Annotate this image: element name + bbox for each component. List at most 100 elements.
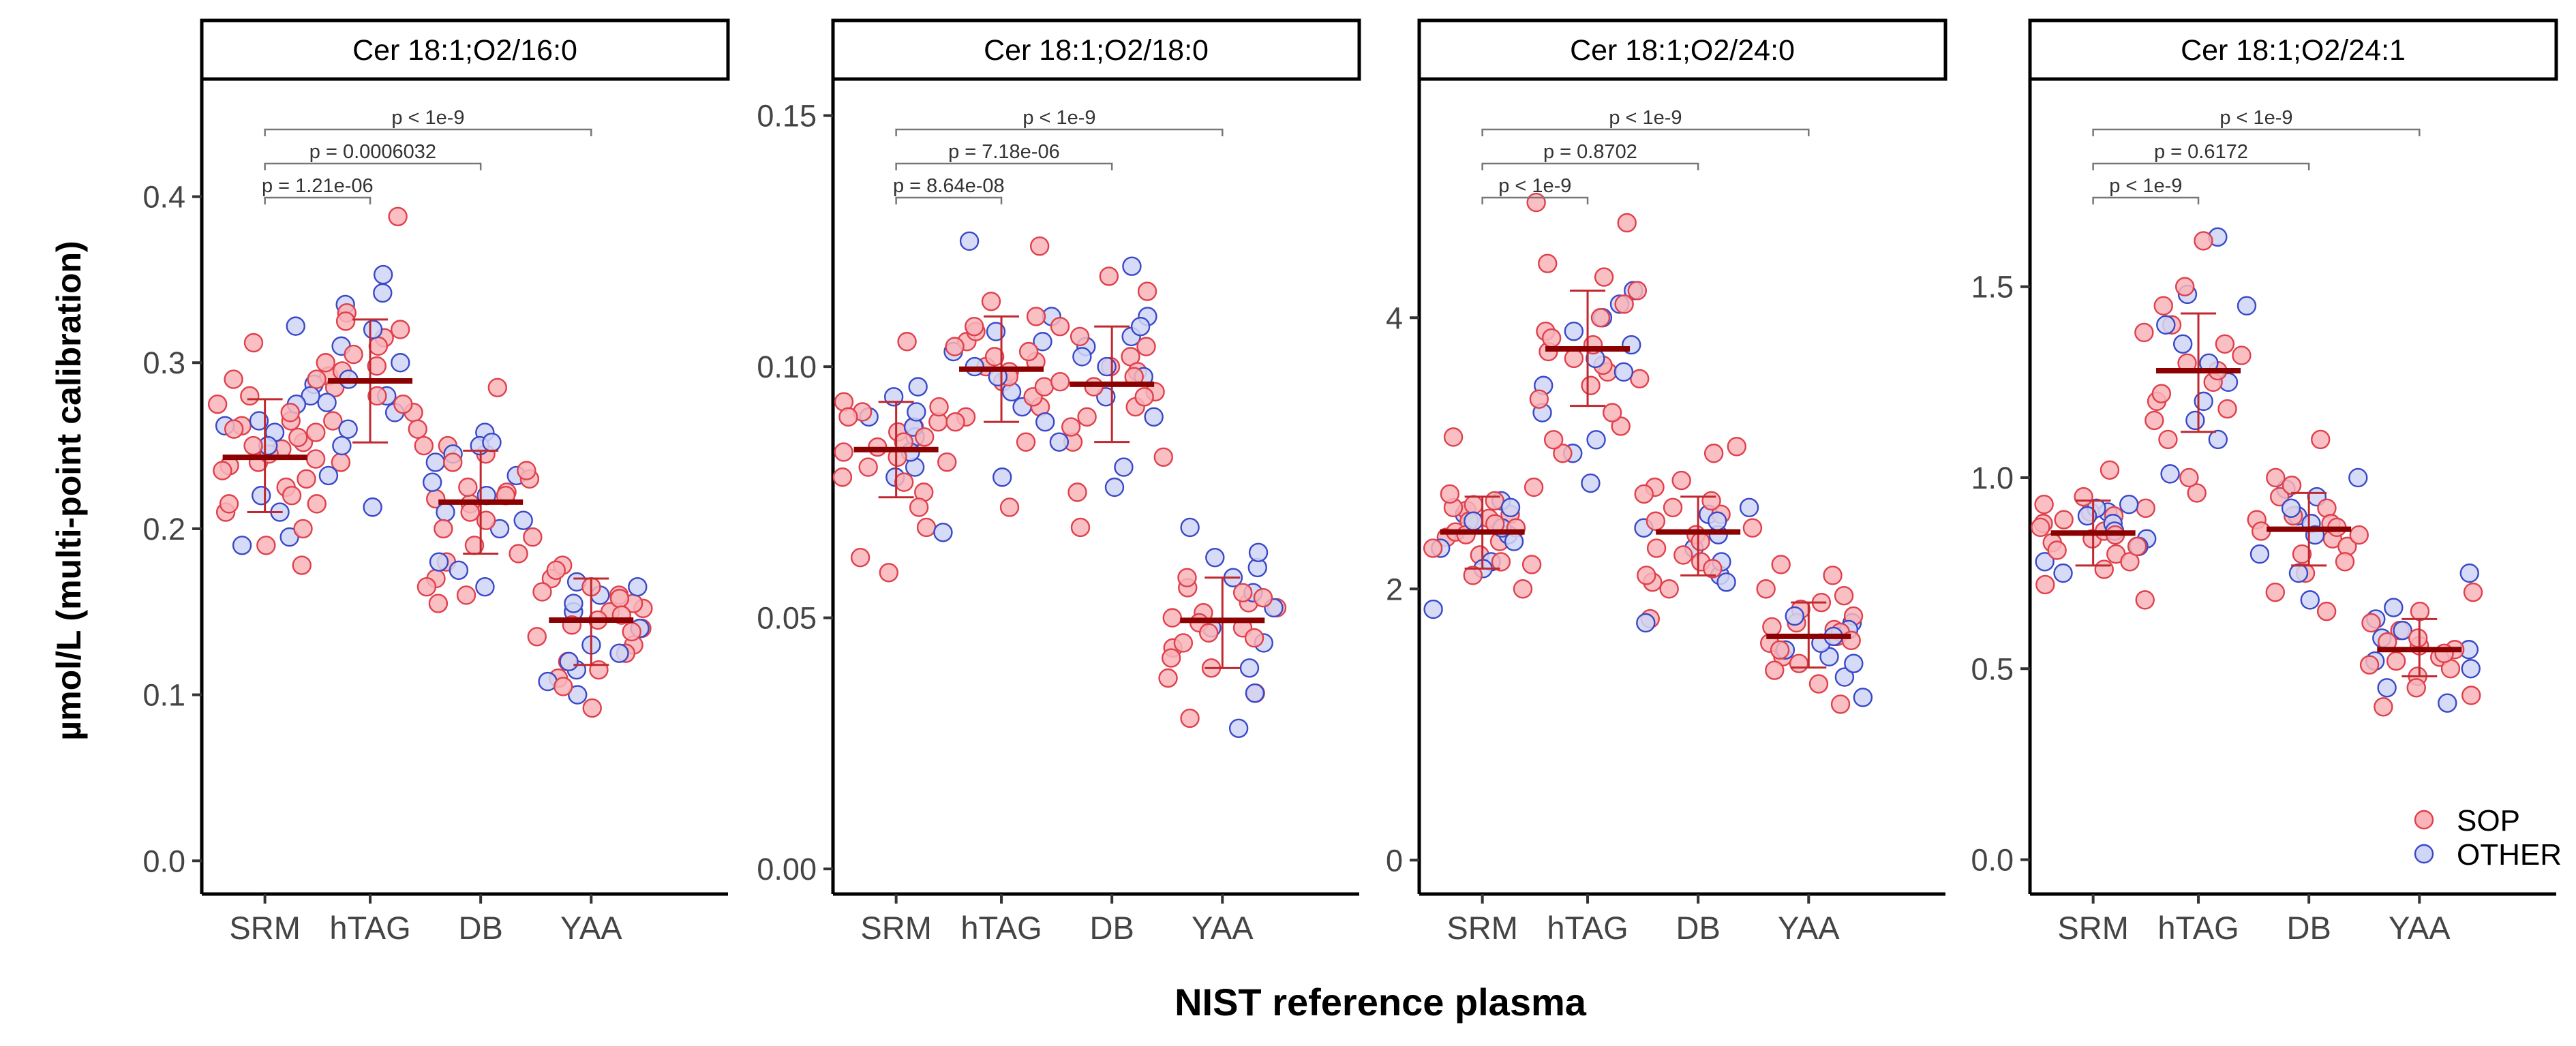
data-point-sop — [2094, 559, 2114, 579]
data-point-sop — [1077, 407, 1097, 427]
data-point-sop — [894, 472, 914, 492]
data-point-sop — [408, 419, 427, 439]
data-point-sop — [2408, 628, 2428, 648]
data-point-sop — [2151, 384, 2172, 403]
data-point-other — [422, 472, 442, 492]
data-point-sop — [2179, 467, 2199, 488]
significance-bracket — [264, 128, 592, 136]
data-point-other — [2348, 467, 2368, 488]
data-point-sop — [414, 435, 434, 456]
data-point-sop — [1671, 470, 1691, 491]
data-point-sop — [2361, 613, 2381, 633]
data-point-sop — [240, 386, 260, 406]
data-point-sop — [609, 589, 630, 609]
data-point-sop — [582, 698, 602, 718]
data-point-sop — [1423, 538, 1443, 558]
data-point-other — [2185, 410, 2205, 431]
x-tick-label: YAA — [560, 910, 622, 946]
data-point-sop — [1701, 491, 1721, 511]
x-tick-label: hTAG — [329, 910, 410, 946]
data-point-other — [2053, 563, 2073, 583]
data-point-other — [232, 536, 252, 555]
data-point-sop — [323, 411, 343, 431]
data-point-other — [2461, 659, 2481, 679]
data-point-sop — [1485, 491, 1504, 511]
panel-strip — [200, 18, 730, 81]
data-point-other — [252, 485, 271, 506]
significance-bracket — [264, 162, 482, 170]
x-tick-label: hTAG — [2157, 910, 2239, 946]
y-tick-label: 0.2 — [142, 512, 185, 547]
data-point-other — [959, 231, 980, 251]
data-point-other — [2384, 598, 2404, 617]
data-point-other — [317, 393, 337, 412]
y-tick-label: 0.5 — [1971, 651, 2014, 686]
data-point-sop — [1134, 387, 1154, 407]
data-point-sop — [1673, 545, 1693, 565]
data-point-sop — [527, 627, 547, 647]
data-point-sop — [2135, 590, 2155, 610]
data-point-sop — [282, 485, 302, 506]
y-tick-label: 0 — [1386, 843, 1403, 878]
data-point-sop — [1464, 495, 1484, 515]
data-point-sop — [945, 412, 965, 432]
data-point-other — [1180, 517, 1200, 538]
data-point-other — [2160, 464, 2180, 484]
data-point-sop — [1491, 552, 1511, 572]
data-point-sop — [1756, 579, 1776, 599]
panels: Cer 18:1;O2/16:0 0.0 0.1 0.2 0.3 0.4 SRM hTAG DB… — [142, 18, 2558, 946]
data-point-sop — [224, 369, 243, 389]
data-point-sop — [2282, 475, 2302, 495]
data-point-sop — [2463, 582, 2483, 602]
data-point-sop — [1232, 583, 1253, 602]
x-tick-label: DB — [1676, 910, 1721, 946]
p-value-label: p = 8.64e-08 — [893, 175, 1005, 197]
data-point-sop — [434, 519, 453, 539]
data-point-other — [2288, 563, 2309, 583]
y-tick-label: 0.05 — [757, 601, 817, 636]
data-point-other — [907, 402, 926, 422]
panel-title: Cer 18:1;O2/24:0 — [1570, 34, 1795, 67]
data-point-sop — [1659, 579, 1679, 599]
data-point-other — [933, 523, 953, 542]
data-point-other — [1049, 432, 1070, 452]
data-point-sop — [305, 449, 326, 469]
panel-strip — [1417, 18, 1948, 81]
data-point-other — [1834, 667, 1855, 687]
panel-title: Cer 18:1;O2/24:1 — [2181, 34, 2406, 67]
data-point-other — [338, 419, 358, 439]
significance-bracket — [895, 128, 1224, 136]
panel: Cer 18:1;O2/16:0 0.0 0.1 0.2 0.3 0.4 SRM hTAG DB… — [142, 18, 730, 946]
data-point-other — [1122, 256, 1142, 276]
x-tick-label: DB — [1090, 910, 1134, 946]
data-point-sop — [458, 477, 478, 497]
data-point-sop — [1161, 648, 1181, 668]
data-point-sop — [2461, 686, 2481, 705]
data-point-other — [1114, 457, 1134, 477]
significance-bracket — [2092, 196, 2200, 204]
data-point-sop — [1137, 281, 1157, 301]
data-point-sop — [1823, 566, 1843, 585]
data-point-sop — [2217, 399, 2237, 419]
data-point-other — [2459, 563, 2479, 583]
data-point-other — [628, 577, 648, 597]
data-point-other — [1716, 572, 1736, 592]
data-point-sop — [1029, 236, 1050, 256]
data-point-sop — [929, 397, 949, 417]
data-point-sop — [523, 527, 543, 547]
data-point-sop — [1762, 617, 1782, 637]
data-point-sop — [2100, 460, 2120, 480]
data-point-other — [363, 497, 382, 517]
data-point-sop — [2134, 322, 2154, 343]
data-point-other — [2119, 495, 2139, 514]
data-point-sop — [1529, 389, 1549, 409]
y-tick-label: 0.3 — [142, 345, 185, 380]
y-tick-label: 0.15 — [757, 99, 817, 134]
data-point-sop — [390, 320, 410, 339]
data-point-other — [559, 651, 579, 672]
data-point-sop — [2054, 510, 2074, 529]
data-point-sop — [1646, 511, 1666, 531]
data-point-other — [373, 264, 393, 285]
data-point-sop — [1026, 307, 1046, 326]
